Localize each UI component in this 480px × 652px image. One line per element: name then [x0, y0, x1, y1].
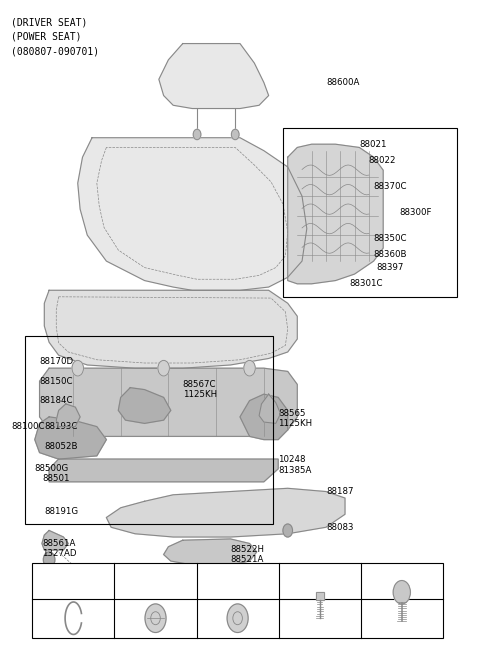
Text: 1123LE: 1123LE [385, 576, 419, 585]
Text: 1310CA: 1310CA [138, 576, 173, 585]
Polygon shape [49, 459, 278, 482]
Circle shape [145, 604, 166, 632]
Circle shape [283, 524, 292, 537]
Text: 88191G: 88191G [44, 507, 78, 516]
Text: 88500G: 88500G [35, 464, 69, 473]
Polygon shape [107, 488, 345, 537]
Text: 88360B: 88360B [373, 250, 407, 259]
Circle shape [227, 604, 248, 632]
Polygon shape [164, 539, 257, 565]
Circle shape [193, 129, 201, 140]
Text: 88184C: 88184C [39, 396, 73, 405]
FancyBboxPatch shape [316, 592, 324, 600]
Text: 88022: 88022 [369, 156, 396, 165]
Polygon shape [118, 388, 171, 423]
Text: 88187: 88187 [326, 487, 353, 496]
Polygon shape [288, 144, 383, 284]
Text: (080807-090701): (080807-090701) [11, 46, 99, 56]
Circle shape [231, 129, 239, 140]
Circle shape [158, 361, 169, 376]
Text: 88193C: 88193C [44, 422, 78, 431]
Text: 88150C: 88150C [39, 377, 73, 386]
Text: 88300F: 88300F [400, 208, 432, 217]
Text: 88021: 88021 [360, 140, 387, 149]
Text: 81385A: 81385A [278, 466, 312, 475]
Text: 47121C: 47121C [56, 576, 91, 585]
Polygon shape [78, 138, 307, 290]
Text: 88052B: 88052B [44, 441, 78, 451]
Bar [33, 563, 443, 638]
Text: 88301C: 88301C [350, 279, 383, 288]
Text: 88083: 88083 [326, 523, 353, 532]
Text: (DRIVER SEAT): (DRIVER SEAT) [11, 18, 87, 27]
Polygon shape [240, 394, 288, 439]
Text: 1327AD: 1327AD [42, 549, 76, 557]
Text: 1125KH: 1125KH [278, 419, 312, 428]
Text: 88370C: 88370C [373, 182, 407, 191]
Polygon shape [44, 290, 297, 368]
Polygon shape [259, 394, 281, 423]
Text: (POWER SEAT): (POWER SEAT) [11, 32, 82, 42]
Text: 1125KH: 1125KH [183, 390, 217, 398]
Circle shape [43, 552, 55, 567]
Circle shape [393, 580, 410, 604]
Text: 88170D: 88170D [39, 357, 74, 366]
Polygon shape [35, 417, 107, 459]
Text: 1249GB: 1249GB [302, 576, 337, 585]
Circle shape [72, 361, 84, 376]
Text: 88600A: 88600A [326, 78, 359, 87]
Text: 88100C: 88100C [11, 422, 45, 431]
Text: 88397: 88397 [376, 263, 403, 272]
Text: 1339CC: 1339CC [220, 576, 255, 585]
Polygon shape [42, 531, 68, 550]
Text: 88565: 88565 [278, 409, 306, 418]
Text: 88561A: 88561A [42, 539, 75, 548]
Polygon shape [39, 368, 297, 436]
Text: 88350C: 88350C [373, 234, 407, 243]
Text: 88521A: 88521A [230, 556, 264, 564]
Circle shape [244, 361, 255, 376]
Polygon shape [56, 404, 80, 426]
Text: 88522H: 88522H [230, 546, 264, 554]
Text: 88501: 88501 [42, 474, 70, 483]
Text: 10248: 10248 [278, 454, 306, 464]
Polygon shape [159, 44, 269, 108]
Text: 88567C: 88567C [183, 380, 216, 389]
